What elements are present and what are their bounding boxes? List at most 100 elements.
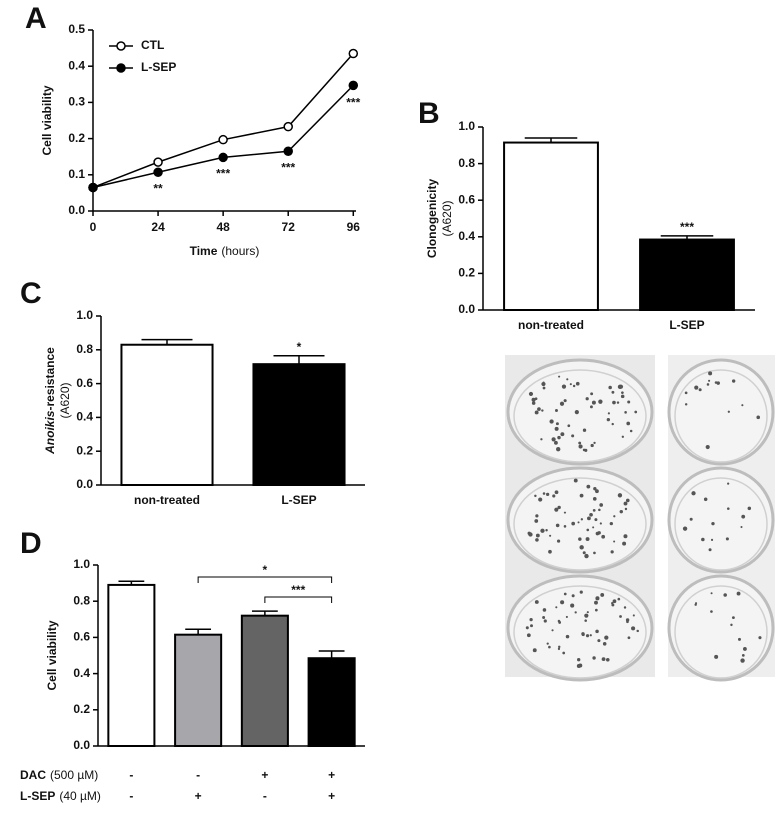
colony (611, 602, 614, 605)
y-tick-label: 0.2 (68, 131, 85, 145)
marker (348, 48, 359, 59)
colony (698, 388, 702, 392)
x-tick-label: 96 (347, 220, 361, 234)
legend-marker (116, 63, 126, 73)
colony (558, 375, 561, 378)
colony (691, 491, 696, 496)
colony (586, 528, 590, 532)
colony (708, 371, 713, 376)
colony (574, 410, 579, 415)
panel-label: A (25, 2, 47, 35)
x-tick-label: non-treated (518, 318, 584, 332)
dish (667, 358, 775, 466)
y-tick-label: 0.6 (76, 376, 93, 390)
significance: * (263, 563, 268, 577)
y-tick-label: 1.0 (76, 308, 93, 322)
colony (623, 501, 628, 506)
bar (639, 238, 735, 311)
y-tick-label: 0.2 (76, 443, 93, 457)
dish (667, 574, 775, 682)
colony (591, 400, 596, 405)
colony (560, 600, 565, 605)
colony (577, 521, 580, 524)
y-tick-label: 0.0 (458, 302, 475, 316)
colony (586, 611, 589, 614)
colony (541, 381, 546, 387)
colony (556, 447, 561, 452)
colony (595, 489, 599, 494)
colony (542, 386, 546, 390)
colony (604, 635, 609, 640)
colony (601, 534, 606, 539)
colony (557, 645, 561, 649)
colony (535, 538, 539, 542)
colony (554, 440, 558, 445)
y-tick-label: 0.0 (76, 477, 93, 491)
colony (740, 658, 745, 663)
colony (621, 391, 624, 394)
colony (600, 593, 605, 597)
bar (240, 614, 289, 747)
colony (531, 401, 536, 405)
colony (710, 592, 713, 595)
marker (153, 157, 163, 167)
colony (571, 521, 576, 526)
colony (684, 391, 688, 395)
y-axis-label: Clonogenicity (425, 179, 439, 259)
colony (589, 634, 592, 637)
colony (710, 610, 713, 613)
significance: *** (346, 96, 360, 110)
colony (556, 539, 561, 543)
marker (283, 121, 293, 132)
y-tick-label: 0.3 (68, 95, 85, 109)
colony (613, 515, 616, 518)
significance: *** (281, 160, 295, 174)
colony (694, 603, 697, 606)
colony (594, 518, 598, 522)
x-axis-label: Time (hours) (190, 244, 260, 258)
condition-name: L-SEP (20, 789, 55, 803)
colony (593, 441, 596, 445)
colony (563, 511, 567, 514)
colony (727, 482, 730, 485)
colony (565, 615, 568, 619)
colony (617, 493, 623, 498)
x-axis-unit: (hours) (221, 244, 259, 258)
colony (595, 596, 600, 601)
significance: * (297, 340, 302, 354)
colony (561, 384, 567, 389)
colony (682, 526, 688, 531)
colony (567, 424, 571, 428)
colony (548, 645, 551, 649)
colony (554, 490, 559, 495)
colony (554, 426, 559, 431)
colony (557, 435, 561, 440)
colony (579, 590, 583, 594)
colony (551, 629, 554, 632)
colony (534, 600, 539, 604)
colony (582, 428, 587, 432)
y-tick-label: 0.0 (68, 203, 85, 217)
colony (689, 517, 693, 521)
y-tick-label: 0.1 (68, 167, 85, 181)
colony (584, 619, 587, 622)
colony (565, 634, 570, 639)
colony (607, 412, 610, 415)
colony (534, 397, 538, 401)
colony (563, 592, 567, 596)
colony (610, 550, 614, 554)
colony (569, 383, 572, 386)
y-tick-label: 0.8 (73, 593, 90, 607)
condition-level: - (196, 768, 200, 782)
colony (532, 648, 537, 653)
colony (737, 637, 741, 641)
colony (741, 404, 744, 407)
y-tick-label: 0.4 (458, 229, 475, 243)
colony (622, 541, 627, 546)
colony (578, 444, 583, 449)
colony (538, 497, 543, 502)
dish-rim (674, 477, 768, 571)
legend-marker (116, 41, 126, 51)
colony (527, 531, 531, 535)
colony (605, 657, 610, 662)
